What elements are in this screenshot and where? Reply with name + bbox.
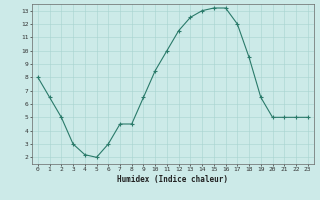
- X-axis label: Humidex (Indice chaleur): Humidex (Indice chaleur): [117, 175, 228, 184]
